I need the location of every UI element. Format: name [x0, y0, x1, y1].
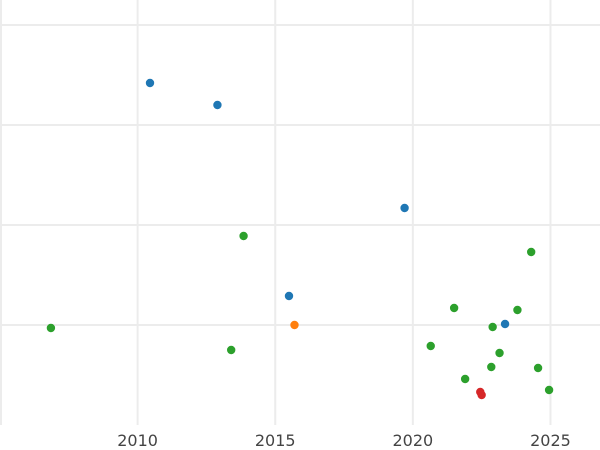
data-point [487, 362, 496, 372]
data-point [513, 305, 522, 315]
data-point [46, 323, 56, 333]
data-point [239, 231, 248, 241]
data-point [449, 303, 459, 313]
data-point [226, 345, 236, 355]
x-tick-label: 2015 [255, 431, 296, 450]
data-point [213, 100, 222, 110]
x-tick-label: 2010 [117, 431, 158, 450]
data-point [477, 390, 486, 400]
data-point [500, 319, 510, 329]
data-point [400, 203, 409, 213]
data-point [488, 322, 497, 332]
data-point [284, 291, 294, 301]
data-point [526, 247, 536, 257]
data-point [495, 348, 504, 358]
points-layer [46, 78, 554, 400]
data-point [145, 78, 155, 88]
x-tick-labels: 2010 2015 2020 2025 [117, 431, 571, 450]
x-tick-label: 2020 [392, 431, 433, 450]
data-point [544, 385, 554, 395]
grid-layer [0, 0, 600, 425]
data-point [460, 374, 470, 384]
data-point [290, 320, 299, 330]
data-point [426, 341, 435, 351]
data-point [533, 363, 543, 373]
x-tick-label: 2025 [530, 431, 571, 450]
